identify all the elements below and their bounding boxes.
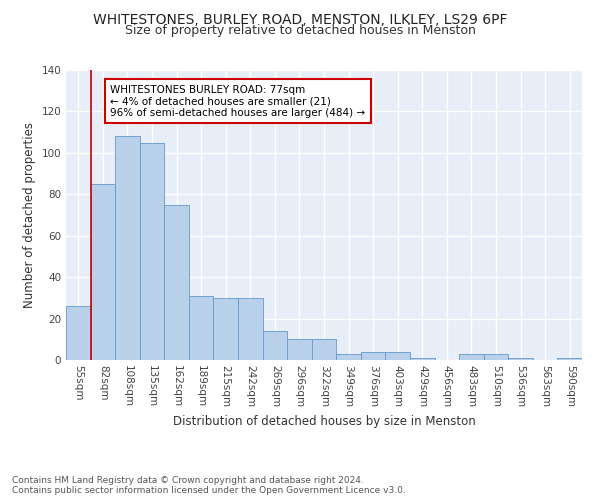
Bar [91, 184, 115, 360]
X-axis label: Distribution of detached houses by size in Menston: Distribution of detached houses by size … [173, 416, 475, 428]
Bar [410, 358, 434, 360]
Bar [238, 298, 263, 360]
Bar [508, 358, 533, 360]
Bar [361, 352, 385, 360]
Bar [484, 354, 508, 360]
Bar [557, 358, 582, 360]
Bar [385, 352, 410, 360]
Bar [214, 298, 238, 360]
Y-axis label: Number of detached properties: Number of detached properties [23, 122, 36, 308]
Text: Size of property relative to detached houses in Menston: Size of property relative to detached ho… [125, 24, 475, 37]
Text: WHITESTONES BURLEY ROAD: 77sqm
← 4% of detached houses are smaller (21)
96% of s: WHITESTONES BURLEY ROAD: 77sqm ← 4% of d… [110, 84, 365, 117]
Bar [189, 296, 214, 360]
Bar [164, 204, 189, 360]
Bar [336, 354, 361, 360]
Text: Contains HM Land Registry data © Crown copyright and database right 2024.
Contai: Contains HM Land Registry data © Crown c… [12, 476, 406, 495]
Bar [287, 340, 312, 360]
Bar [66, 306, 91, 360]
Bar [312, 340, 336, 360]
Bar [115, 136, 140, 360]
Bar [140, 142, 164, 360]
Text: WHITESTONES, BURLEY ROAD, MENSTON, ILKLEY, LS29 6PF: WHITESTONES, BURLEY ROAD, MENSTON, ILKLE… [93, 12, 507, 26]
Bar [459, 354, 484, 360]
Bar [263, 331, 287, 360]
